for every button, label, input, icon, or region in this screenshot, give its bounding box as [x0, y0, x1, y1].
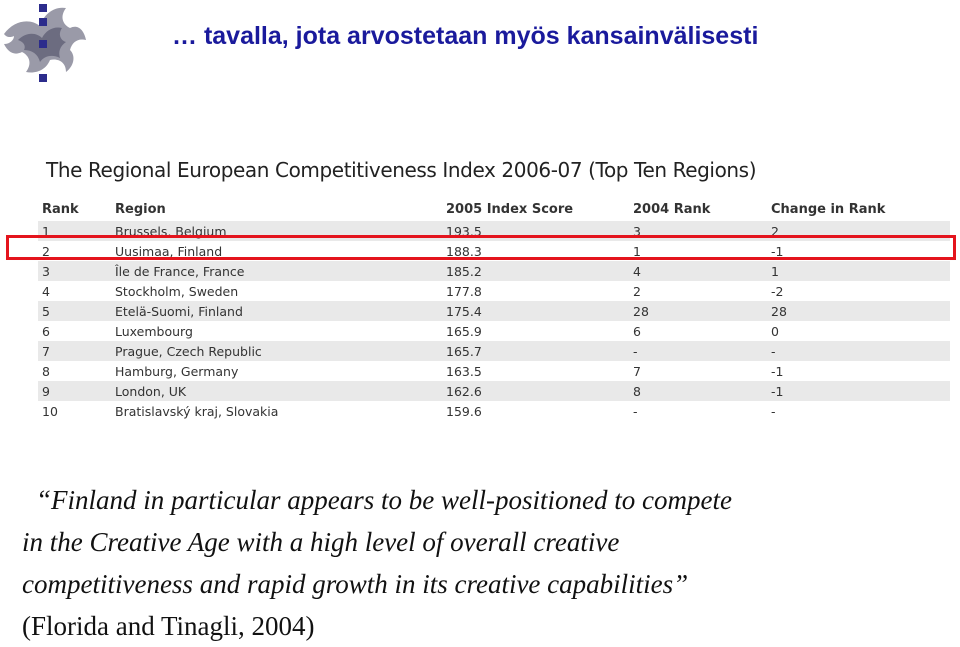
quote-block: “Finland in particular appears to be wel…	[22, 479, 952, 647]
header-rank-2004: 2004 Rank	[633, 202, 711, 217]
cell-change: 1	[771, 264, 779, 279]
cell-rank: 4	[42, 284, 50, 299]
cell-rank: 7	[42, 344, 50, 359]
cell-change: -	[771, 404, 776, 419]
table-row: 4 Stockholm, Sweden 177.8 2 -2	[38, 281, 950, 301]
cell-rank: 8	[42, 364, 50, 379]
header-score: 2005 Index Score	[446, 202, 574, 217]
cell-rank: 3	[42, 264, 50, 279]
cell-region: Île de France, France	[115, 264, 245, 279]
table-row-highlighted: 2 Uusimaa, Finland 188.3 1 -1	[38, 241, 950, 261]
quote-citation: (Florida and Tinagli, 2004)	[22, 611, 315, 641]
cell-rank-2004: 2	[633, 284, 641, 299]
quote-line: competitiveness and rapid growth in its …	[22, 569, 689, 599]
cell-region: Stockholm, Sweden	[115, 284, 239, 299]
cell-rank: 5	[42, 304, 50, 319]
cell-change: -	[771, 344, 776, 359]
cell-region: London, UK	[115, 384, 187, 399]
cell-rank-2004: 7	[633, 364, 641, 379]
cell-region: Hamburg, Germany	[115, 364, 239, 379]
slide-title: … tavalla, jota arvostetaan myös kansain…	[172, 22, 759, 50]
cell-rank: 10	[42, 404, 58, 419]
cell-score: 159.6	[446, 404, 482, 419]
highlight-box-uusimaa	[6, 235, 956, 260]
header-region: Region	[115, 202, 166, 217]
university-logo-icon	[4, 4, 86, 82]
cell-rank-2004: 4	[633, 264, 641, 279]
cell-score: 177.8	[446, 284, 482, 299]
table-row: 5 Etelä-Suomi, Finland 175.4 28 28	[38, 301, 950, 321]
cell-rank-2004: 6	[633, 324, 641, 339]
competitiveness-table: Rank Region 2005 Index Score 2004 Rank C…	[38, 200, 950, 421]
cell-rank: 9	[42, 384, 50, 399]
cell-score: 185.2	[446, 264, 482, 279]
cell-change: -1	[771, 384, 784, 399]
cell-change: 2	[771, 224, 779, 239]
table-row: 7 Prague, Czech Republic 165.7 - -	[38, 341, 950, 361]
cell-rank: 1	[42, 224, 50, 239]
cell-score: 165.7	[446, 344, 482, 359]
table-row: 8 Hamburg, Germany 163.5 7 -1	[38, 361, 950, 381]
table-row: 9 London, UK 162.6 8 -1	[38, 381, 950, 401]
cell-rank-2004: -	[633, 344, 638, 359]
cell-score: 165.9	[446, 324, 482, 339]
cell-score: 188.3	[446, 244, 482, 259]
cell-change: 0	[771, 324, 779, 339]
cell-region: Uusimaa, Finland	[115, 244, 223, 259]
cell-rank-2004: 28	[633, 304, 649, 319]
header-rank: Rank	[42, 202, 79, 217]
quote-line: in the Creative Age with a high level of…	[22, 527, 620, 557]
cell-score: 162.6	[446, 384, 482, 399]
quote-line: “Finland in particular appears to be wel…	[36, 485, 732, 515]
cell-score: 163.5	[446, 364, 482, 379]
table-row: 3 Île de France, France 185.2 4 1	[38, 261, 950, 281]
cell-rank: 2	[42, 244, 50, 259]
cell-rank-2004: 1	[633, 244, 641, 259]
cell-region: Prague, Czech Republic	[115, 344, 262, 359]
cell-rank: 6	[42, 324, 50, 339]
cell-region: Etelä-Suomi, Finland	[115, 304, 243, 319]
table-row: 10 Bratislavský kraj, Slovakia 159.6 - -	[38, 401, 950, 421]
cell-rank-2004: -	[633, 404, 638, 419]
table-header-row: Rank Region 2005 Index Score 2004 Rank C…	[38, 200, 950, 221]
cell-rank-2004: 3	[633, 224, 641, 239]
cell-change: -1	[771, 244, 784, 259]
cell-change: 28	[771, 304, 787, 319]
cell-change: -1	[771, 364, 784, 379]
cell-region: Luxembourg	[115, 324, 193, 339]
table-row: 6 Luxembourg 165.9 6 0	[38, 321, 950, 341]
cell-rank-2004: 8	[633, 384, 641, 399]
header-change: Change in Rank	[771, 202, 886, 217]
cell-region: Bratislavský kraj, Slovakia	[115, 404, 279, 419]
table-title: The Regional European Competitiveness In…	[46, 158, 757, 182]
cell-change: -2	[771, 284, 784, 299]
cell-score: 175.4	[446, 304, 482, 319]
